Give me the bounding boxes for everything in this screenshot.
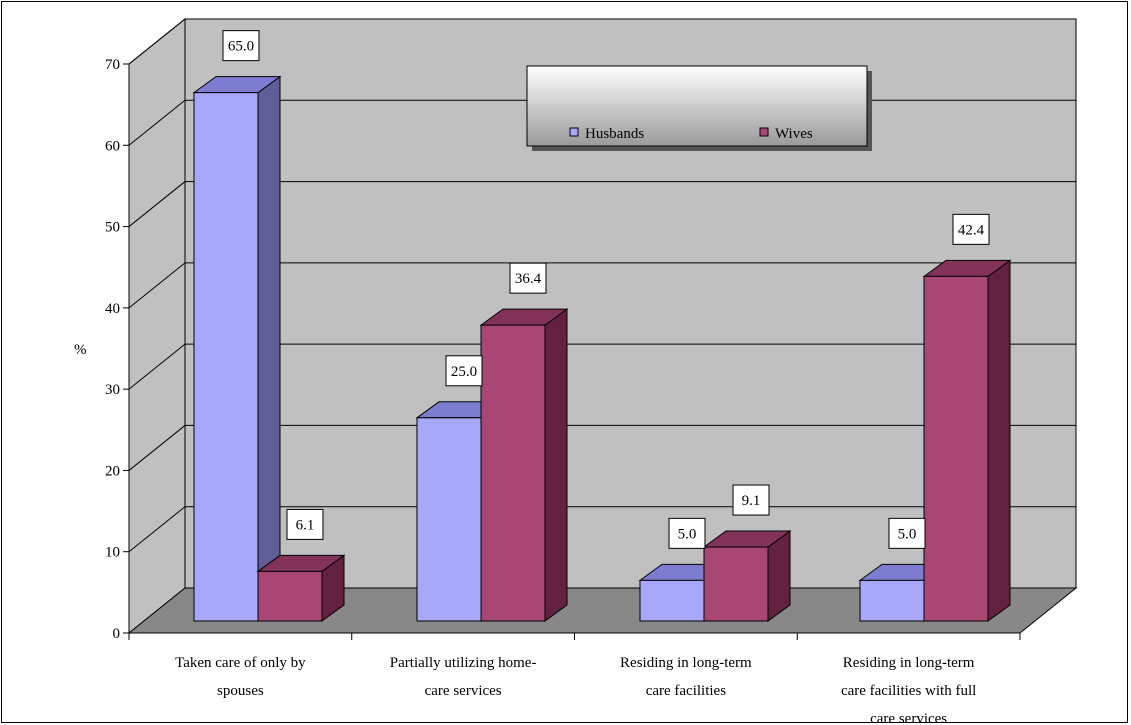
data-label-wives-3: 42.4 [952, 213, 990, 245]
bar-wives-front [480, 324, 546, 622]
data-label-husbands-1: 25.0 [445, 355, 483, 387]
y-tick-label: 10 [105, 545, 120, 561]
gridline-side [128, 18, 186, 65]
legend-swatch-husbands [569, 127, 579, 137]
bar-husbands-front [639, 579, 705, 622]
gridline-side [128, 343, 186, 390]
bar-husbands-0 [192, 75, 282, 622]
gridline-side [128, 99, 186, 146]
data-label-text: 5.0 [678, 526, 697, 542]
bar-husbands-side [257, 75, 281, 622]
y-tick-label: 70 [105, 57, 120, 73]
bars [192, 75, 1012, 622]
data-label-wives-2: 9.1 [732, 484, 770, 516]
bar-wives-front [703, 546, 769, 622]
bar-wives-front [923, 275, 989, 622]
y-axis: 0 10 20 30 40 50 60 70 [105, 57, 130, 642]
data-label-text: 25.0 [451, 364, 477, 380]
bar-husbands-front [416, 417, 482, 622]
bar-husbands-front [193, 92, 259, 622]
legend-label-wives: Wives [775, 126, 813, 142]
data-label-text: 6.1 [296, 517, 315, 533]
data-label-box [668, 517, 706, 549]
gridline-side [128, 262, 186, 309]
legend-box [526, 65, 868, 147]
y-tick-label: 60 [105, 138, 120, 154]
legend-label-husbands: Husbands [585, 126, 644, 142]
data-label-box [222, 30, 260, 62]
bar-wives-1 [479, 308, 569, 622]
bar-wives-front [257, 570, 323, 622]
side-wall [128, 17, 186, 635]
data-label-wives-1: 36.4 [509, 262, 547, 294]
x-category-label: Taken care of only by spouses [175, 655, 306, 699]
data-label-text: 65.0 [228, 39, 254, 55]
data-label-text: 36.4 [515, 271, 542, 287]
x-category-label: Partially utilizing home-care services [390, 655, 537, 699]
data-label-husbands-2: 5.0 [668, 517, 706, 549]
y-tick-label: 20 [105, 463, 120, 479]
data-label-wives-0: 6.1 [286, 508, 324, 540]
y-tick-label: 40 [105, 301, 120, 317]
data-label-box [445, 355, 483, 387]
gridline-side [128, 506, 186, 553]
data-label-box [509, 262, 547, 294]
bar-husbands-front [859, 579, 925, 622]
legend: Husbands Wives [526, 65, 872, 151]
data-label-box [732, 484, 770, 516]
y-tick-label: 50 [105, 220, 120, 236]
y-tick-label: 30 [105, 382, 120, 398]
x-axis: Taken care of only by spouses Partially ut… [128, 632, 1021, 724]
bar-wives-0 [256, 554, 346, 622]
data-label-text: 9.1 [742, 493, 761, 509]
bar-wives-side [544, 308, 568, 622]
bar-wives-2 [702, 530, 792, 622]
gridline-side [128, 425, 186, 471]
gridline-side [128, 181, 186, 227]
data-label-husbands-0: 65.0 [222, 30, 260, 62]
bar-wives-3 [922, 259, 1012, 622]
data-label-box [952, 213, 990, 245]
x-category-label: Residing in long-term care facilities [620, 655, 752, 699]
x-category-label: Residing in long-term care facilities wit… [841, 655, 976, 724]
data-label-husbands-3: 5.0 [888, 517, 926, 549]
y-axis-label: % [74, 342, 87, 358]
bar-wives-side [987, 259, 1011, 622]
y-tick-label: 0 [113, 626, 121, 642]
legend-swatch-wives [759, 127, 769, 137]
data-labels: 65.0 6.1 25.0 36.4 5.0 9.1 5.0 42.4 [222, 30, 990, 549]
data-label-text: 42.4 [958, 222, 985, 238]
data-label-box [286, 508, 324, 540]
data-label-text: 5.0 [898, 526, 917, 542]
data-label-box [888, 517, 926, 549]
